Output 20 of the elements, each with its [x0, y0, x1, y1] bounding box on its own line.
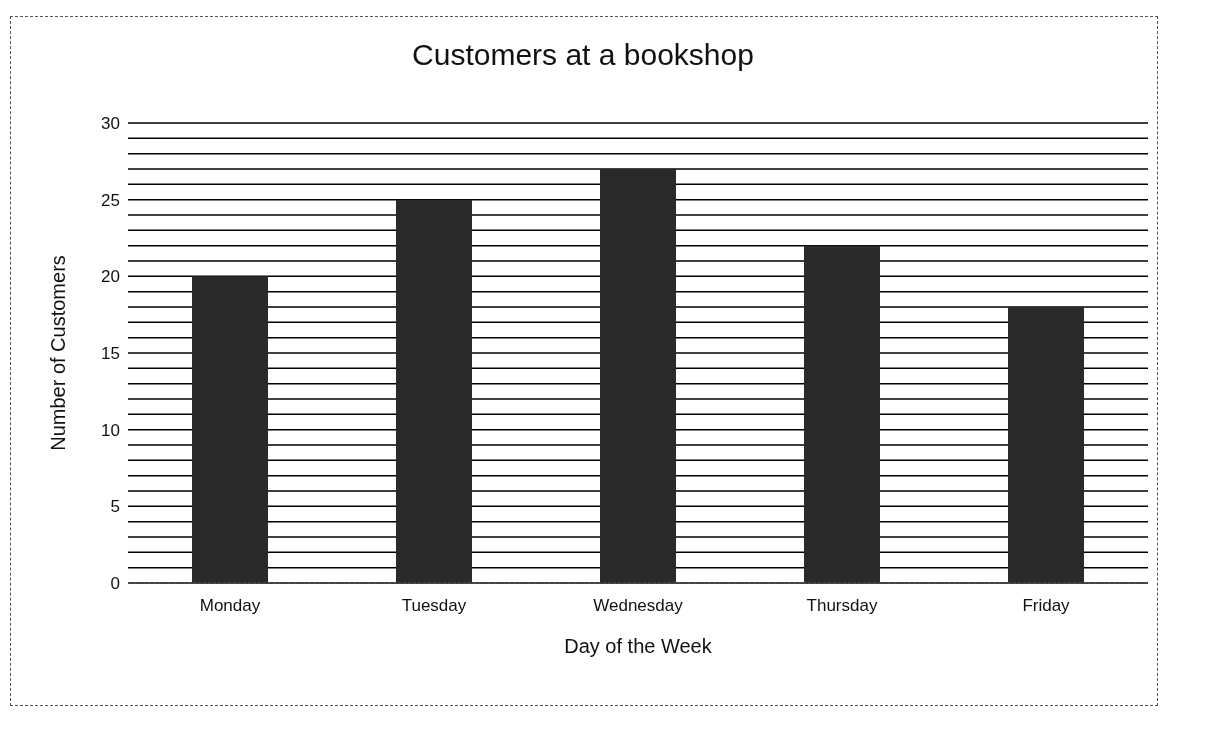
x-tick-label: Wednesday [593, 596, 684, 616]
y-tick-label: 20 [101, 267, 120, 287]
x-axis-title: Day of the Week [564, 635, 713, 657]
x-tick-label: Thursday [806, 596, 878, 616]
y-tick-label: 15 [101, 344, 120, 364]
y-tick-label: 5 [110, 497, 120, 517]
y-tick-label: 25 [101, 190, 120, 210]
y-tick-label: 0 [110, 574, 120, 594]
bar [192, 276, 268, 583]
y-axis-title: Number of Customers [47, 255, 70, 451]
bar [1008, 307, 1084, 583]
bar [804, 245, 880, 583]
bar [600, 169, 676, 583]
y-tick-label: 30 [101, 114, 120, 134]
x-tick-label: Tuesday [401, 596, 467, 616]
x-tick-label: Monday [199, 596, 261, 616]
bar [396, 199, 472, 583]
y-tick-label: 10 [101, 420, 120, 440]
x-tick-label: Friday [1022, 596, 1071, 616]
chart-title: Customers at a bookshop [411, 38, 755, 72]
